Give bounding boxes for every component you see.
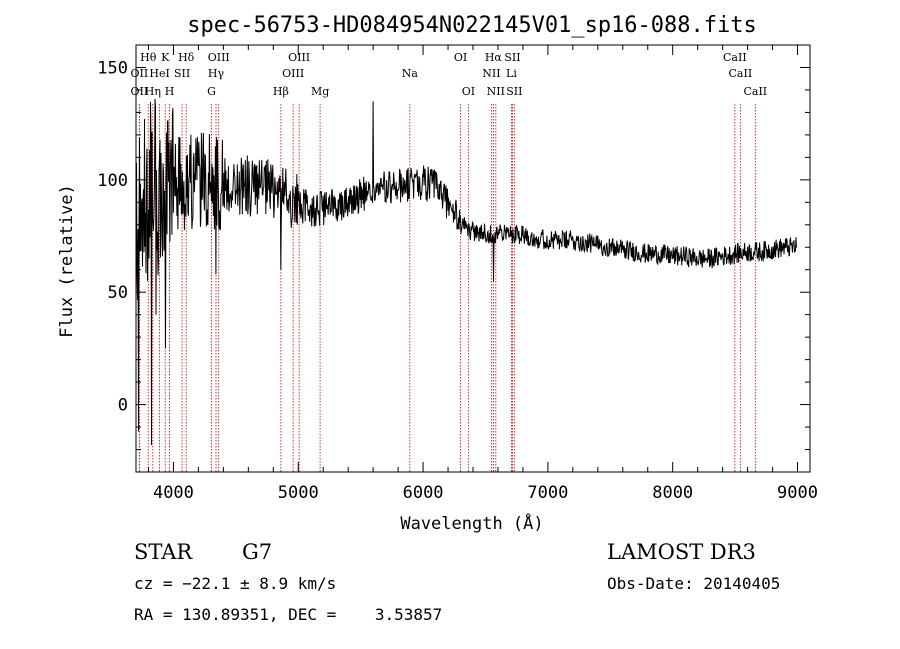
plot-axes	[135, 44, 811, 473]
spectral-line-label: OIII	[208, 51, 230, 64]
spectral-line-label: Hδ	[178, 51, 195, 64]
spectral-line-label: SII	[174, 67, 190, 80]
spectral-line-label: HeI	[149, 67, 169, 80]
spectral-line-label: Hα	[485, 51, 503, 64]
spectral-line-label: Hθ	[140, 51, 157, 64]
spectral-line-label: H	[165, 85, 175, 98]
spectral-line-label: G	[207, 85, 216, 98]
x-tick-label: 9000	[777, 483, 818, 503]
spectral-line-label: K	[161, 51, 170, 64]
spectral-line-label: NII	[487, 85, 505, 98]
x-axis-label: Wavelength (Å)	[400, 512, 543, 534]
spectral-line-label: OII	[131, 85, 149, 98]
x-tick-label: 8000	[652, 483, 693, 503]
object-subclass: G7	[242, 540, 273, 564]
spectral-line-label: CaII	[743, 85, 767, 98]
coordinates-readout: RA = 130.89351, DEC = 3.53857	[134, 605, 443, 624]
y-tick-label: 50	[108, 283, 128, 303]
spectral-line-label: OIII	[282, 67, 304, 80]
spectral-line-label: SII	[504, 51, 520, 64]
spectral-line-label: OIII	[288, 51, 310, 64]
spectral-line-label: CaII	[723, 51, 747, 64]
spectrum-series	[135, 98, 797, 446]
x-tick-label: 7000	[527, 483, 568, 503]
spectral-line-label: Mg	[311, 85, 329, 98]
y-axis-label: Flux (relative)	[57, 184, 77, 338]
spectral-line-label: Li	[506, 67, 517, 80]
chart-title: spec-56753-HD084954N022145V01_sp16-088.f…	[187, 13, 757, 38]
y-tick-label: 0	[118, 396, 128, 416]
spectral-line-label: Hη	[145, 85, 161, 98]
x-tick-label: 4000	[153, 483, 194, 503]
spectral-line-label: OI	[454, 51, 467, 64]
spectral-line-label: Hγ	[208, 67, 225, 80]
spectral-line-label: OI	[462, 85, 475, 98]
y-tick-label: 100	[97, 171, 128, 191]
object-class: STAR	[134, 540, 193, 564]
survey-name: LAMOST DR3	[607, 540, 756, 564]
spectral-line-markers: Hθ OII OII K HeI Hη Hδ SII H OIII Hγ G Hβ OIII OIII Mg N…	[131, 51, 767, 472]
x-tick-label: 5000	[278, 483, 319, 503]
spectral-line-label: Na	[402, 67, 419, 80]
obs-date-readout: Obs-Date: 20140405	[607, 574, 781, 593]
x-tick-label: 6000	[403, 483, 444, 503]
y-tick-label: 150	[97, 58, 128, 78]
spectral-line-label: SII	[506, 85, 522, 98]
spectral-line-label: NII	[482, 67, 500, 80]
redshift-readout: cz = −22.1 ± 8.9 km/s	[134, 574, 337, 593]
spectrum-line	[135, 98, 797, 446]
spectral-line-label: CaII	[729, 67, 753, 80]
spectral-line-label: OII	[131, 67, 149, 80]
tick-labels: 4000 5000 6000 7000 8000 9000 0 50 100 150	[97, 58, 818, 503]
spectral-line-label: Hβ	[273, 85, 289, 98]
